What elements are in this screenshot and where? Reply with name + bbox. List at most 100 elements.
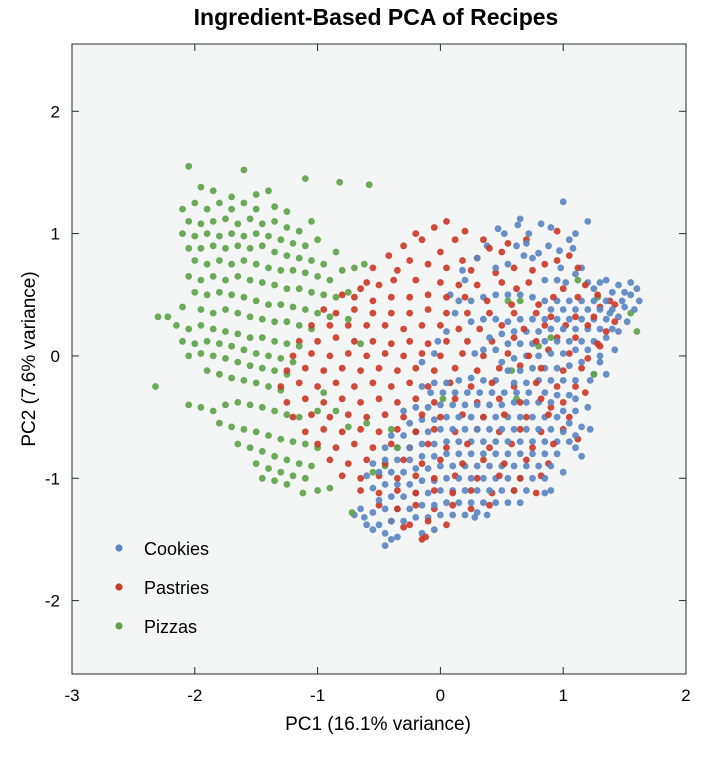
- cookies-point: [375, 521, 383, 529]
- pastries-point: [375, 364, 383, 372]
- pizzas-point: [295, 322, 303, 329]
- cookies-point: [535, 462, 542, 470]
- cookies-point: [437, 425, 444, 433]
- pastries-point: [375, 281, 383, 289]
- cookies-point: [418, 416, 426, 423]
- pastries-point: [498, 279, 506, 286]
- pastries-point: [581, 281, 589, 289]
- pastries-point: [344, 350, 352, 357]
- pizzas-point: [301, 175, 309, 183]
- pizzas-point: [283, 224, 291, 231]
- cookies-point: [443, 438, 450, 445]
- pastries-point: [289, 413, 297, 421]
- cookies-point: [406, 419, 414, 427]
- pizzas-point: [265, 301, 272, 308]
- pastries-point: [400, 352, 407, 360]
- pastries-point: [574, 264, 582, 272]
- pastries-point: [480, 413, 487, 421]
- pizzas-point: [209, 407, 217, 415]
- pastries-point: [480, 236, 487, 244]
- cookies-point: [451, 309, 459, 317]
- cookies-point: [486, 334, 493, 341]
- x-tick-label: -1: [310, 686, 325, 705]
- pastries-point: [529, 266, 536, 274]
- cookies-point: [394, 481, 401, 488]
- pastries-point: [418, 411, 426, 419]
- pizzas-point: [209, 325, 217, 333]
- pizzas-point: [258, 242, 266, 250]
- pizzas-point: [308, 462, 315, 470]
- cookies-point: [449, 511, 457, 519]
- cookies-point: [541, 389, 549, 396]
- pastries-point: [375, 489, 383, 497]
- pastries-point: [369, 297, 377, 305]
- cookies-point: [541, 276, 549, 284]
- pizzas-point: [234, 242, 242, 250]
- cookies-point: [541, 297, 549, 305]
- cookies-point: [559, 377, 567, 384]
- pizzas-point: [258, 364, 266, 372]
- pizzas-point: [222, 401, 229, 409]
- pastries-point: [394, 266, 401, 274]
- pizzas-point: [283, 456, 291, 464]
- axis-tick-labels: -3 -2 -1 0 1 2 -2 -1 0 1 2: [45, 102, 691, 705]
- cookies-point: [529, 254, 536, 262]
- pastries-point: [480, 456, 487, 464]
- pizzas-point: [252, 205, 260, 213]
- pastries-point: [443, 293, 450, 301]
- pizzas-point: [271, 218, 278, 225]
- cookies-point: [375, 468, 383, 476]
- cookies-point: [400, 493, 407, 500]
- pizzas-point: [234, 309, 242, 317]
- pizzas-point: [240, 346, 248, 354]
- pastries-point: [412, 489, 420, 497]
- cookies-point: [586, 425, 594, 433]
- cookies-point: [584, 218, 592, 225]
- pastries-point: [516, 399, 524, 406]
- cookies-point: [418, 440, 426, 448]
- pastries-point: [418, 322, 426, 329]
- pastries-point: [467, 383, 475, 390]
- cookies-point: [449, 425, 457, 433]
- cookies-point: [492, 499, 500, 507]
- cookies-point: [387, 468, 395, 476]
- cookies-point: [562, 279, 570, 286]
- cookies-point: [541, 315, 549, 323]
- cookies-point: [443, 499, 450, 507]
- cookies-point: [608, 288, 616, 296]
- cookies-point: [498, 401, 506, 409]
- pizzas-point: [299, 489, 307, 497]
- pastries-point: [400, 325, 407, 333]
- pastries-point: [492, 269, 500, 277]
- pastries-point: [357, 425, 364, 433]
- pastries-point: [424, 517, 432, 525]
- cookies-point: [471, 350, 479, 357]
- cookies-point: [547, 399, 555, 406]
- pastries-point: [437, 352, 444, 360]
- pizzas-point: [314, 407, 321, 415]
- pizzas-point: [252, 379, 260, 387]
- pastries-point: [532, 489, 540, 497]
- pastries-point: [500, 460, 508, 467]
- cookies-point: [400, 407, 407, 415]
- pizzas-point: [344, 288, 352, 296]
- pastries-point: [532, 379, 540, 387]
- cookies-point: [631, 306, 638, 313]
- cookies-point: [608, 325, 616, 333]
- cookies-point: [430, 350, 438, 357]
- cookies-point: [559, 198, 567, 206]
- pizzas-point: [271, 477, 278, 485]
- pastries-point: [449, 489, 457, 497]
- cookies-point: [596, 352, 604, 360]
- pastries-point: [565, 252, 573, 259]
- pastries-point: [412, 428, 420, 436]
- x-tick-label: -2: [187, 686, 202, 705]
- pizzas-point: [252, 428, 260, 436]
- pastries-point: [513, 285, 520, 293]
- cookies-point: [627, 279, 635, 286]
- cookies-point: [525, 389, 533, 396]
- cookies-point: [473, 487, 481, 494]
- pastries-point: [308, 350, 315, 357]
- cookies-point: [565, 438, 573, 445]
- pizzas-point: [295, 413, 303, 421]
